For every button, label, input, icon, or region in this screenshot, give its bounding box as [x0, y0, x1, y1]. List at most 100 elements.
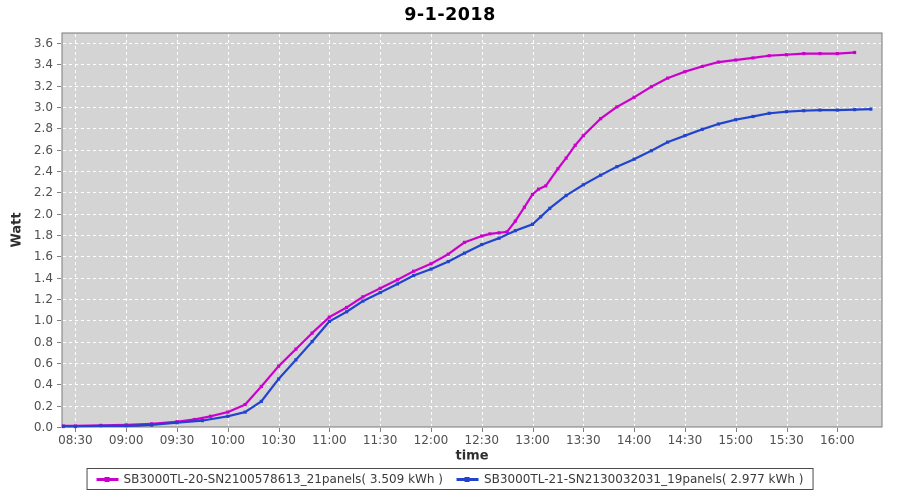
x-tick-label: 13:00 [515, 433, 550, 447]
data-point-marker [429, 267, 433, 271]
data-point-marker [73, 424, 77, 429]
data-point-marker [530, 192, 535, 196]
legend-item: SB3000TL-20-SN2100578613_21panels( 3.509… [96, 472, 443, 486]
data-point-marker [327, 315, 331, 319]
data-point-marker [259, 384, 263, 389]
legend-item: SB3000TL-21-SN2130032031_19panels( 2.977… [457, 472, 803, 486]
x-axis-label: time [455, 448, 489, 464]
data-point-marker [488, 232, 492, 236]
plot-area [61, 32, 883, 428]
data-point-marker [716, 60, 720, 64]
x-tick-label: 08:30 [58, 433, 93, 447]
x-tick-label: 14:30 [667, 433, 703, 447]
data-point-marker [767, 111, 771, 115]
y-tick-label: 2.6 [33, 142, 53, 157]
y-axis-label: Watt [9, 212, 25, 248]
y-tick-label: 2.8 [33, 121, 53, 136]
legend-series-label: SB3000TL-20-SN2100578613_21panels( 3.509… [123, 472, 443, 486]
data-point-marker [277, 377, 281, 381]
data-point-marker [378, 291, 382, 295]
data-point-marker [544, 184, 548, 188]
data-point-marker [818, 108, 822, 112]
data-point-marker [259, 399, 263, 403]
x-tick-label: 09:30 [159, 433, 195, 447]
x-tick-label: 10:30 [261, 433, 296, 447]
y-tick-label: 1.6 [33, 249, 53, 264]
data-point-marker [497, 231, 501, 235]
data-point-marker [632, 95, 636, 99]
data-point-marker [513, 219, 517, 223]
x-tick-label: 11:30 [362, 433, 398, 447]
data-point-marker [537, 187, 541, 191]
data-point-marker [573, 143, 577, 147]
data-point-marker [522, 205, 526, 209]
data-point-marker [412, 269, 416, 273]
data-point-marker [480, 243, 484, 247]
x-tick-label: 16:00 [820, 433, 855, 447]
data-point-marker [853, 50, 857, 55]
data-point-marker [632, 157, 636, 161]
y-tick-label: 0.6 [33, 355, 53, 370]
data-point-marker [505, 230, 509, 234]
data-point-marker [243, 410, 247, 414]
data-point-marker [869, 107, 873, 111]
legend-line-swatch-icon [96, 476, 119, 482]
data-point-marker [310, 340, 314, 344]
x-tick-label: 09:00 [108, 433, 144, 447]
y-tick-label: 1.4 [33, 270, 53, 285]
x-tick-label: 12:00 [413, 433, 449, 447]
data-point-marker [853, 108, 857, 112]
data-point-marker [175, 421, 179, 425]
data-point-marker [310, 331, 314, 335]
data-point-marker [462, 240, 467, 244]
data-point-marker [564, 156, 568, 160]
data-point-marker [649, 85, 653, 89]
data-point-marker [345, 310, 349, 314]
data-point-marker [835, 108, 839, 112]
data-point-marker [615, 105, 619, 109]
data-point-marker [513, 229, 517, 233]
data-point-marker [124, 424, 128, 428]
legend-series-label: SB3000TL-21-SN2130032031_19panels( 2.977… [484, 472, 804, 486]
data-point-marker [150, 423, 154, 427]
data-point-marker [277, 364, 281, 368]
legend-line-swatch-icon [457, 476, 479, 482]
data-point-marker [480, 234, 484, 238]
data-point-marker [446, 252, 450, 256]
data-point-marker [99, 424, 103, 428]
data-point-marker [683, 70, 687, 74]
data-point-marker [530, 222, 535, 226]
y-tick-label: 1.0 [33, 313, 53, 328]
data-point-marker [835, 52, 839, 56]
data-point-marker [243, 403, 247, 407]
y-tick-label: 0.4 [33, 377, 53, 392]
y-tick-label: 3.2 [33, 78, 53, 93]
data-point-marker [734, 118, 738, 122]
x-tick-label: 12:30 [464, 433, 500, 447]
data-point-marker [412, 273, 416, 278]
data-point-marker [556, 167, 560, 171]
data-point-marker [192, 417, 196, 422]
data-point-marker [818, 52, 822, 56]
data-point-marker [649, 149, 653, 153]
y-tick-label: 3.4 [33, 57, 53, 72]
data-point-marker [784, 53, 789, 57]
data-point-marker [200, 419, 204, 423]
x-tick-label: 15:00 [718, 433, 753, 447]
y-tick-label: 0.0 [33, 420, 53, 434]
data-point-marker [226, 414, 230, 418]
data-point-marker [226, 410, 230, 414]
data-point-marker [700, 127, 704, 131]
data-point-marker [666, 140, 670, 144]
data-point-marker [716, 122, 720, 126]
y-tick-label: 0.2 [33, 398, 53, 413]
data-point-marker [581, 183, 585, 187]
data-point-marker [429, 262, 433, 266]
y-tick-label: 0.8 [33, 334, 53, 349]
x-tick-label: 15:30 [769, 433, 804, 447]
legend-marker-icon [104, 476, 110, 482]
data-point-marker [294, 347, 298, 351]
data-point-marker [361, 295, 365, 299]
